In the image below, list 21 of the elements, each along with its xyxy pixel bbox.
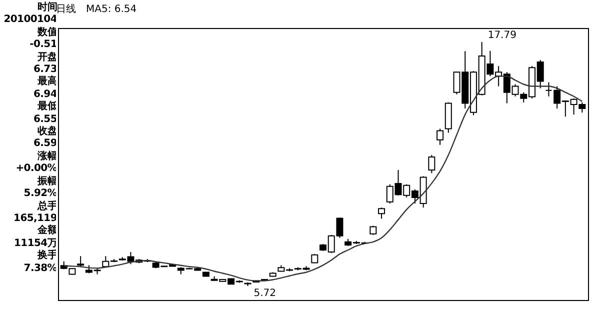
chart-subtitle: MA5: 6.54 bbox=[86, 4, 137, 15]
text: +0.00% bbox=[14, 163, 57, 176]
text: 换手 bbox=[36, 250, 57, 263]
text: 收盘 bbox=[36, 126, 57, 138]
chart-title: 日线 bbox=[56, 4, 76, 15]
text: 总手 bbox=[36, 200, 57, 213]
text: 数值 bbox=[36, 26, 57, 40]
text: 5.92% bbox=[22, 188, 57, 200]
text: 17.79 bbox=[488, 30, 516, 41]
text: 时间 bbox=[36, 2, 57, 14]
text: 6.55 bbox=[32, 114, 57, 126]
text: 6.73 bbox=[32, 64, 57, 76]
text: 20100104 bbox=[2, 14, 57, 26]
text: 6.94 bbox=[32, 88, 57, 100]
text: 开盘 bbox=[36, 52, 57, 64]
text: 11154万 bbox=[13, 238, 57, 250]
text: 6.59 bbox=[32, 138, 57, 150]
text: 165,119 bbox=[12, 212, 57, 224]
text: 5.72 bbox=[254, 288, 276, 299]
text: 7.38% bbox=[22, 262, 57, 275]
text: -0.51 bbox=[28, 39, 57, 52]
